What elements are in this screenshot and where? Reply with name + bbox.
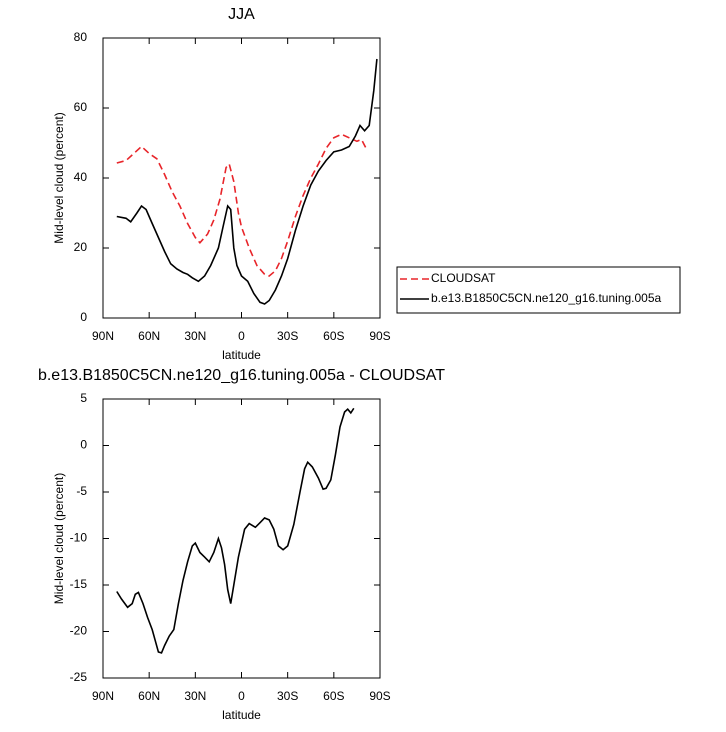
y-tick-label: 80 bbox=[74, 30, 88, 44]
x-tick-label: 90S bbox=[369, 329, 390, 343]
y-tick-label: 60 bbox=[74, 100, 88, 114]
data-line bbox=[116, 58, 378, 305]
x-tick-label: 60N bbox=[138, 689, 160, 703]
y-tick-label: 5 bbox=[80, 391, 87, 405]
x-tick-label: 60S bbox=[323, 689, 344, 703]
x-tick-label: 30S bbox=[277, 329, 298, 343]
x-tick-label: 60N bbox=[138, 329, 160, 343]
x-tick-label: 90N bbox=[92, 689, 114, 703]
x-tick-label: 60S bbox=[323, 329, 344, 343]
x-tick-label: 30N bbox=[184, 329, 206, 343]
data-line bbox=[116, 133, 367, 277]
x-tick-label: 90N bbox=[92, 329, 114, 343]
x-tick-label: 0 bbox=[238, 329, 245, 343]
plot-frame bbox=[102, 398, 381, 679]
y-tick-label: 0 bbox=[80, 438, 87, 452]
x-axis-label: latitude bbox=[222, 348, 261, 362]
y-tick-label: 40 bbox=[74, 170, 88, 184]
chart-title: JJA bbox=[228, 6, 255, 23]
chart-title: b.e13.B1850C5CN.ne120_g16.tuning.005a - … bbox=[38, 367, 445, 384]
legend-label: b.e13.B1850C5CN.ne120_g16.tuning.005a bbox=[431, 291, 662, 305]
x-axis-label: latitude bbox=[222, 708, 261, 722]
data-line bbox=[116, 407, 355, 654]
y-tick-label: 20 bbox=[74, 240, 88, 254]
y-tick-label: -25 bbox=[70, 670, 88, 684]
legend-label: CLOUDSAT bbox=[431, 271, 496, 285]
x-tick-label: 30N bbox=[184, 689, 206, 703]
y-tick-label: -20 bbox=[70, 624, 88, 638]
plot-frame bbox=[102, 37, 381, 319]
x-tick-label: 30S bbox=[277, 689, 298, 703]
y-tick-label: -5 bbox=[76, 484, 87, 498]
x-tick-label: 90S bbox=[369, 689, 390, 703]
legend-box bbox=[396, 266, 681, 314]
y-axis-label: Mid-level cloud (percent) bbox=[52, 473, 66, 604]
x-tick-label: 0 bbox=[238, 689, 245, 703]
y-tick-label: -15 bbox=[70, 577, 88, 591]
y-tick-label: -10 bbox=[70, 531, 88, 545]
y-axis-label: Mid-level cloud (percent) bbox=[52, 112, 66, 243]
y-tick-label: 0 bbox=[80, 310, 87, 324]
